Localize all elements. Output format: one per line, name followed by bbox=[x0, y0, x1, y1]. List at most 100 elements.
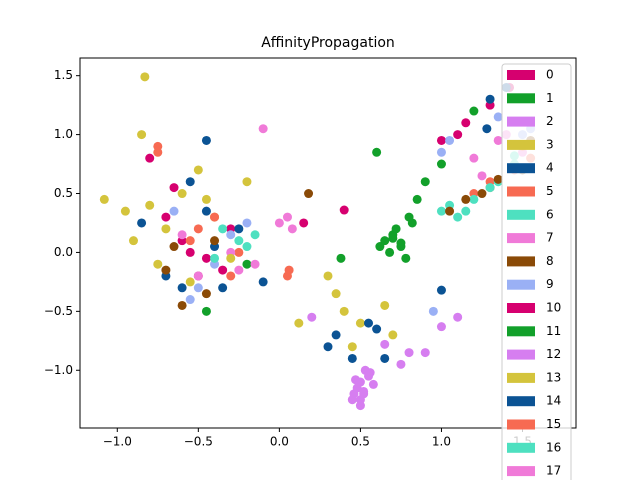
scatter-point bbox=[177, 189, 187, 199]
scatter-point bbox=[469, 153, 479, 163]
x-tick-label: 1.0 bbox=[432, 435, 451, 449]
scatter-point bbox=[161, 265, 171, 275]
scatter-point bbox=[396, 359, 406, 369]
legend-label: 4 bbox=[546, 161, 554, 175]
scatter-point bbox=[482, 124, 492, 134]
x-tick-label: −0.5 bbox=[184, 435, 213, 449]
scatter-point bbox=[407, 218, 417, 228]
scatter-point bbox=[385, 247, 395, 257]
scatter-point bbox=[193, 271, 203, 281]
legend-swatch bbox=[507, 372, 535, 383]
scatter-point bbox=[436, 322, 446, 332]
legend-swatch bbox=[507, 279, 535, 290]
scatter-point bbox=[234, 236, 244, 246]
scatter-point bbox=[453, 130, 463, 140]
legend-label: 0 bbox=[546, 68, 554, 82]
legend-label: 2 bbox=[546, 114, 554, 128]
scatter-point bbox=[396, 242, 406, 252]
legend-label: 5 bbox=[546, 184, 554, 198]
scatter-point bbox=[258, 124, 268, 134]
scatter-point bbox=[364, 318, 374, 328]
scatter-point bbox=[161, 212, 171, 222]
x-tick-label: 0.0 bbox=[270, 435, 289, 449]
scatter-point bbox=[218, 224, 228, 234]
scatter-point bbox=[477, 171, 487, 181]
scatter-point bbox=[177, 283, 187, 293]
legend-swatch bbox=[507, 326, 535, 337]
scatter-point bbox=[140, 72, 150, 82]
scatter-point bbox=[201, 206, 211, 216]
scatter-point bbox=[401, 253, 411, 263]
scatter-point bbox=[185, 177, 195, 187]
scatter-point bbox=[242, 177, 252, 187]
scatter-point bbox=[445, 206, 455, 216]
y-tick-label: 1.5 bbox=[54, 68, 73, 82]
legend-label: 10 bbox=[546, 301, 561, 315]
scatter-point bbox=[461, 118, 471, 128]
scatter-point bbox=[226, 253, 236, 263]
scatter-point bbox=[428, 306, 438, 316]
scatter-point bbox=[453, 312, 463, 322]
legend-swatch bbox=[507, 93, 535, 104]
scatter-point bbox=[274, 218, 284, 228]
scatter-point bbox=[436, 147, 446, 157]
scatter-point bbox=[469, 106, 479, 116]
scatter-point bbox=[185, 277, 195, 287]
scatter-point bbox=[284, 265, 294, 275]
scatter-point bbox=[242, 218, 252, 228]
scatter-point bbox=[234, 247, 244, 257]
legend-swatch bbox=[507, 349, 535, 360]
scatter-point bbox=[169, 242, 179, 252]
scatter-point bbox=[153, 141, 163, 151]
scatter-point bbox=[493, 112, 503, 122]
legend-label: 17 bbox=[546, 464, 561, 478]
scatter-point bbox=[347, 342, 357, 352]
scatter-point bbox=[485, 183, 495, 193]
scatter-point bbox=[294, 318, 304, 328]
scatter-point bbox=[359, 386, 369, 396]
legend-swatch bbox=[507, 303, 535, 313]
scatter-point bbox=[282, 212, 292, 222]
scatter-point bbox=[493, 174, 503, 184]
legend-swatch bbox=[507, 116, 535, 127]
scatter-point bbox=[375, 242, 385, 252]
legend-label: 8 bbox=[546, 254, 554, 268]
scatter-point bbox=[355, 395, 365, 405]
legend-swatch bbox=[507, 209, 535, 220]
scatter-point bbox=[380, 300, 390, 310]
scatter-point bbox=[242, 242, 252, 252]
scatter-point bbox=[391, 224, 401, 234]
legend-label: 11 bbox=[546, 324, 561, 338]
scatter-point bbox=[99, 194, 109, 204]
scatter-point bbox=[336, 253, 346, 263]
legend-swatch bbox=[507, 233, 535, 244]
scatter-point bbox=[185, 247, 195, 257]
scatter-point bbox=[153, 259, 163, 269]
scatter-point bbox=[339, 205, 349, 215]
legend-swatch bbox=[507, 70, 535, 80]
scatter-point bbox=[368, 379, 378, 389]
scatter-point bbox=[412, 194, 422, 204]
scatter-point bbox=[137, 218, 147, 228]
scatter-point bbox=[388, 233, 398, 243]
legend-swatch bbox=[507, 419, 535, 430]
scatter-point bbox=[201, 253, 211, 263]
scatter-point bbox=[201, 289, 211, 299]
scatter-point bbox=[331, 289, 341, 299]
scatter-point bbox=[250, 259, 260, 269]
scatter-point bbox=[461, 194, 471, 204]
y-tick-label: 0.5 bbox=[54, 186, 73, 200]
scatter-point bbox=[307, 312, 317, 322]
plot-frame bbox=[79, 57, 577, 429]
legend-swatch bbox=[507, 466, 535, 477]
scatter-point bbox=[436, 285, 446, 295]
scatter-point bbox=[477, 189, 487, 199]
scatter-point bbox=[380, 353, 390, 363]
scatter-point bbox=[287, 224, 297, 234]
legend-swatch bbox=[507, 396, 535, 407]
legend-swatch bbox=[507, 442, 535, 453]
y-tick-label: 1.0 bbox=[54, 127, 73, 141]
scatter-point bbox=[349, 389, 359, 399]
legend-label: 15 bbox=[546, 417, 561, 431]
scatter-point bbox=[193, 283, 203, 293]
